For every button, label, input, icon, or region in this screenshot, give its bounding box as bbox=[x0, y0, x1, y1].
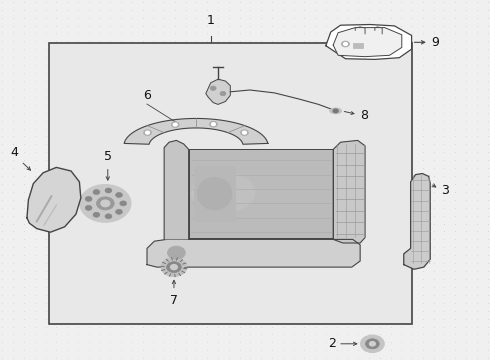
Circle shape bbox=[220, 91, 226, 96]
Circle shape bbox=[343, 42, 347, 45]
Circle shape bbox=[101, 200, 110, 207]
Circle shape bbox=[93, 189, 100, 194]
Circle shape bbox=[120, 201, 126, 206]
Circle shape bbox=[85, 197, 92, 202]
Circle shape bbox=[97, 197, 114, 210]
Polygon shape bbox=[147, 239, 360, 267]
Bar bbox=[353, 44, 363, 49]
Text: 4: 4 bbox=[11, 146, 19, 159]
Circle shape bbox=[210, 121, 218, 127]
Polygon shape bbox=[333, 28, 402, 57]
Circle shape bbox=[144, 130, 151, 135]
Ellipse shape bbox=[197, 177, 232, 210]
Text: 7: 7 bbox=[170, 294, 178, 307]
Ellipse shape bbox=[203, 180, 223, 191]
Circle shape bbox=[80, 185, 131, 222]
Circle shape bbox=[85, 205, 92, 210]
Polygon shape bbox=[333, 140, 365, 243]
Polygon shape bbox=[164, 140, 189, 239]
Circle shape bbox=[241, 130, 248, 135]
Circle shape bbox=[116, 209, 122, 214]
Bar bbox=[194, 166, 235, 221]
Circle shape bbox=[342, 41, 349, 47]
Circle shape bbox=[93, 212, 100, 217]
Circle shape bbox=[171, 265, 177, 270]
Polygon shape bbox=[124, 118, 268, 144]
Circle shape bbox=[168, 246, 185, 259]
Circle shape bbox=[146, 131, 149, 134]
Circle shape bbox=[366, 339, 379, 349]
Text: 2: 2 bbox=[328, 337, 336, 350]
Text: 5: 5 bbox=[104, 150, 112, 163]
Circle shape bbox=[210, 86, 216, 90]
Circle shape bbox=[116, 193, 122, 198]
Circle shape bbox=[243, 131, 246, 134]
Circle shape bbox=[105, 188, 112, 193]
Polygon shape bbox=[206, 79, 230, 104]
Circle shape bbox=[161, 258, 187, 276]
Ellipse shape bbox=[330, 108, 342, 114]
Text: 8: 8 bbox=[360, 109, 368, 122]
Polygon shape bbox=[404, 174, 430, 269]
Circle shape bbox=[173, 123, 177, 126]
Polygon shape bbox=[27, 167, 81, 232]
Circle shape bbox=[333, 109, 338, 113]
Bar bbox=[49, 43, 412, 324]
Ellipse shape bbox=[191, 173, 255, 212]
Circle shape bbox=[212, 123, 216, 126]
Circle shape bbox=[369, 342, 375, 346]
Text: 3: 3 bbox=[441, 184, 449, 197]
Text: 9: 9 bbox=[431, 36, 439, 49]
Circle shape bbox=[105, 214, 112, 219]
Polygon shape bbox=[326, 24, 412, 59]
Circle shape bbox=[167, 262, 181, 273]
Circle shape bbox=[361, 335, 384, 352]
Circle shape bbox=[172, 122, 179, 127]
Polygon shape bbox=[189, 149, 333, 238]
Text: 6: 6 bbox=[143, 89, 151, 102]
Text: 1: 1 bbox=[207, 14, 215, 27]
